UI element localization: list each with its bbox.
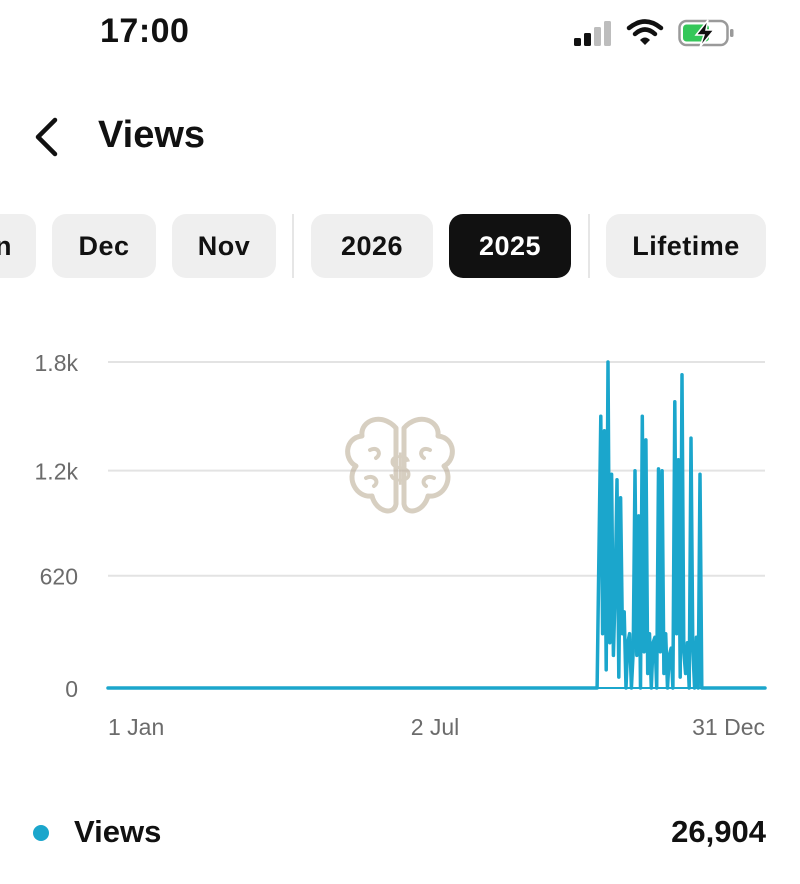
svg-text:$: $	[389, 447, 411, 491]
battery-charging-icon	[678, 19, 734, 48]
chip-separator	[292, 214, 294, 278]
back-button[interactable]	[28, 112, 68, 162]
x-tick-label: 1 Jan	[108, 714, 164, 740]
status-time: 17:00	[100, 12, 190, 50]
y-tick-label: 620	[40, 564, 78, 590]
brain-dollar-icon: $	[345, 416, 455, 514]
views-chart: 1.8k 1.2k 620 0 1 Jan 2 Jul 31 Dec $	[0, 330, 800, 750]
period-selector: n Dec Nov 2026 2025 Lifetime	[0, 214, 800, 280]
chart-svg: 1.8k 1.2k 620 0 1 Jan 2 Jul 31 Dec $	[35, 350, 767, 740]
page-title: Views	[98, 114, 206, 156]
chip-2026[interactable]: 2026	[311, 214, 433, 278]
x-tick-label: 2 Jul	[411, 714, 460, 740]
chip-lifetime[interactable]: Lifetime	[606, 214, 766, 278]
legend-row: Views 26,904	[0, 800, 800, 864]
cellular-signal-icon	[574, 21, 611, 46]
header: Views	[0, 100, 800, 174]
wifi-icon	[626, 19, 664, 45]
y-tick-label: 1.2k	[35, 459, 79, 485]
chip-dec[interactable]: Dec	[52, 214, 156, 278]
chip-jan[interactable]: n	[0, 214, 36, 278]
chip-separator	[588, 214, 590, 278]
status-bar: 17:00	[0, 0, 800, 70]
chip-nov[interactable]: Nov	[172, 214, 276, 278]
y-tick-label: 1.8k	[35, 350, 79, 376]
x-tick-label: 31 Dec	[692, 714, 765, 740]
chip-2025[interactable]: 2025	[449, 214, 571, 278]
chevron-left-icon	[35, 117, 58, 157]
views-total: 26,904	[671, 814, 766, 849]
legend-dot	[33, 825, 49, 841]
y-tick-label: 0	[65, 676, 78, 702]
views-series-line	[106, 360, 767, 690]
legend-label: Views	[74, 814, 162, 849]
